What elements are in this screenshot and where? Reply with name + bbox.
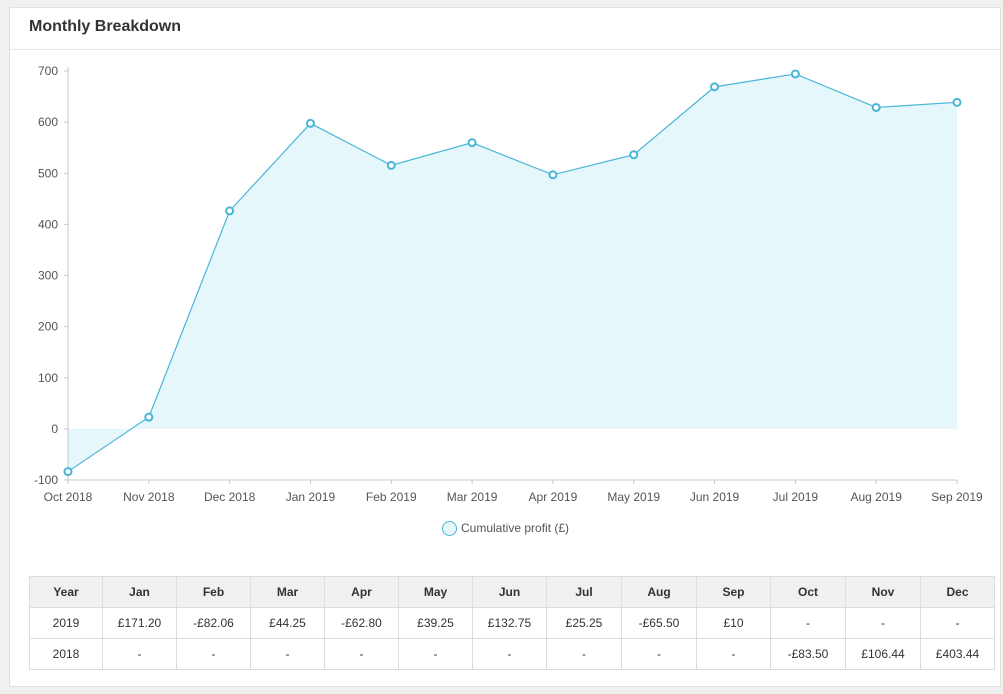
table-cell: -£65.50 [621,607,697,639]
table-cell: 2018 [29,638,103,670]
y-tick-label: 0 [51,422,58,436]
x-tick-label: Sep 2019 [931,490,983,504]
data-point [629,150,639,160]
table-cell: - [696,638,771,670]
data-point [144,412,154,422]
table-cell: -£83.50 [770,638,846,670]
table-header-cell: May [398,576,473,608]
table-cell: - [770,607,846,639]
table-header-cell: Aug [621,576,697,608]
area-fill [68,73,957,472]
table-header-cell: Dec [920,576,995,608]
data-point [467,138,477,148]
x-tick-label: Jul 2019 [773,490,819,504]
table-cell: - [250,638,325,670]
data-point [710,82,720,92]
data-point [225,206,235,216]
table-header-cell: Feb [176,576,251,608]
chart-legend[interactable]: Cumulative profit (£) [442,518,569,538]
data-point [790,69,800,79]
table-cell: £132.75 [472,607,547,639]
table-cell: - [621,638,697,670]
table-row: 2019 £171.20 -£82.06 £44.25 -£62.80 £39.25 £13… [29,607,995,639]
x-tick-label: Jun 2019 [690,490,740,504]
cumulative-profit-chart: 700 600 500 400 300 200 100 0 -100 Oct 2018 Nov 20… [34,64,983,504]
data-point [871,102,881,112]
monthly-breakdown-panel: Monthly Breakdown 700 600 500 400 300 200 100 0… [9,7,1001,687]
table-header-cell: Nov [845,576,921,608]
y-tick-label: 100 [38,371,58,385]
table-cell: - [546,638,622,670]
x-tick-label: Mar 2019 [447,490,498,504]
table-cell: - [398,638,473,670]
table-header-cell: Apr [324,576,399,608]
table-cell: - [102,638,177,670]
table-header-cell: Sep [696,576,771,608]
y-tick-label: 700 [38,64,58,78]
x-tick-label: Dec 2018 [204,490,256,504]
table-cell: -£82.06 [176,607,251,639]
y-tick-label: 200 [38,320,58,334]
x-tick-label: Oct 2018 [44,490,93,504]
table-cell: - [845,607,921,639]
table-header-cell: Jun [472,576,547,608]
y-tick-label: -100 [34,473,58,487]
table-cell: £403.44 [920,638,995,670]
table-cell: £171.20 [102,607,177,639]
y-tick-label: 400 [38,217,58,231]
x-tick-label: Feb 2019 [366,490,417,504]
legend-swatch [442,520,457,536]
data-point [386,160,396,170]
monthly-breakdown-table: Year Jan Feb Mar Apr May Jun Jul Aug Sep Oct Nov Dec… [29,576,995,670]
panel-header: Monthly Breakdown [10,8,1000,50]
x-tick-label: Nov 2018 [123,490,175,504]
table-cell: - [324,638,399,670]
breakdown-table-wrapper: Year Jan Feb Mar Apr May Jun Jul Aug Sep Oct Nov Dec… [29,576,995,670]
table-row: 2018- - - - - - - - - -£83.50 £106.44 £403.44 [29,638,995,670]
table-cell: - [920,607,995,639]
data-point [63,467,73,477]
table-cell: - [176,638,251,670]
legend-label: Cumulative profit (£) [461,521,570,535]
data-point [548,170,558,180]
table-header-cell: Year [29,576,103,608]
series-line [67,73,958,473]
x-tick-label: Jan 2019 [286,490,336,504]
x-tick-label: Apr 2019 [529,490,578,504]
table-header-cell: Jan [102,576,177,608]
y-tick-label: 500 [38,166,58,180]
table-header-cell: Jul [546,576,622,608]
data-point [305,118,315,128]
table-cell: £39.25 [398,607,473,639]
table-cell: £44.25 [250,607,325,639]
data-point [952,97,962,107]
table-cell: £106.44 [845,638,921,670]
x-tick-label: May 2019 [607,490,660,504]
table-header-cell: Oct [770,576,846,608]
table-cell: £25.25 [546,607,622,639]
y-tick-label: 300 [38,269,58,283]
table-cell: 2019 [29,607,103,639]
table-cell: £10 [696,607,771,639]
table-header-cell: Mar [250,576,325,608]
table-cell: - [472,638,547,670]
panel-title: Monthly Breakdown [29,18,182,35]
y-tick-label: 600 [38,115,58,129]
table-cell: -£62.80 [324,607,399,639]
x-tick-label: Aug 2019 [850,490,902,504]
table-header-row: Year Jan Feb Mar Apr May Jun Jul Aug Sep Oct Nov Dec [29,576,995,608]
